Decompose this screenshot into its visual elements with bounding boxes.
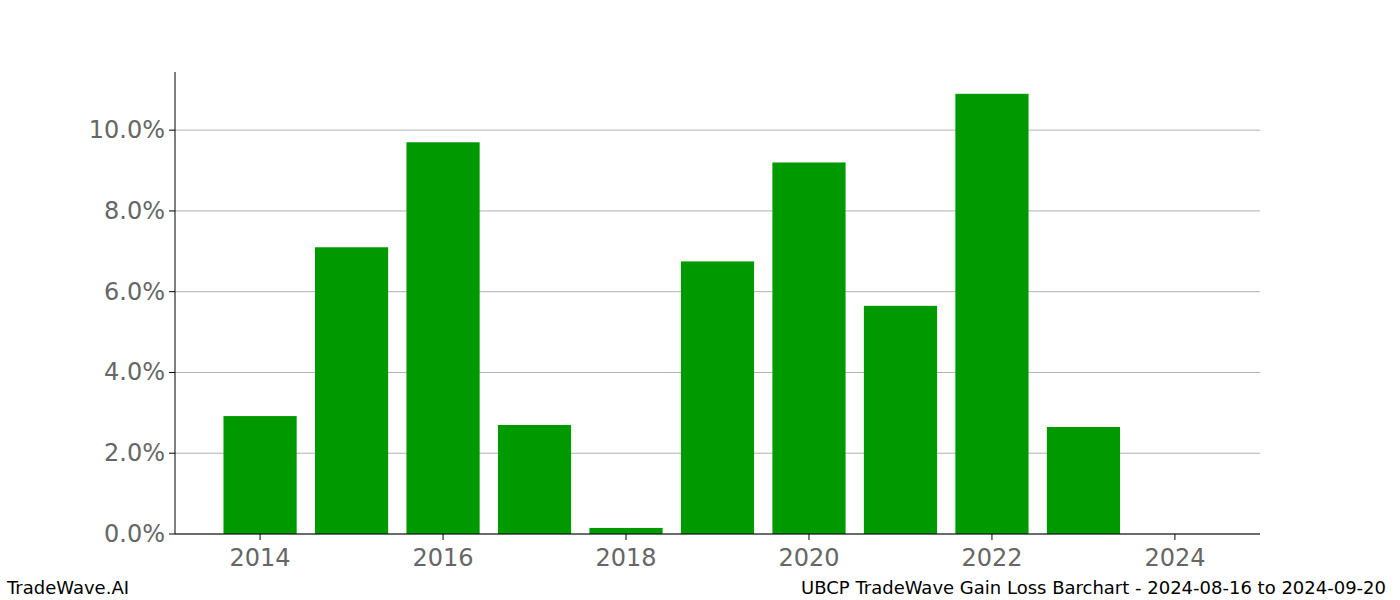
chart: 0.0% 2.0% 4.0% 6.0% 8.0% 10.0% 2014 2016 2018 202… <box>0 0 1400 600</box>
y-tick-label: 0.0% <box>104 520 165 548</box>
x-axis <box>175 534 1260 535</box>
annotation: TradeWave.AI <box>6 577 129 598</box>
y-tick <box>169 372 175 373</box>
x-tick-label: 2016 <box>413 544 474 572</box>
y-tick <box>169 453 175 454</box>
x-tick <box>626 534 627 540</box>
bar <box>223 416 296 534</box>
y-tick-label: 2.0% <box>104 439 165 467</box>
bar <box>864 306 937 534</box>
x-tick-label: 2024 <box>1144 544 1205 572</box>
bar <box>1047 427 1120 534</box>
grid-line <box>175 130 1260 131</box>
x-tick-label: 2020 <box>778 544 839 572</box>
y-tick <box>169 291 175 292</box>
x-tick-label: 2018 <box>595 544 656 572</box>
x-tick <box>260 534 261 540</box>
x-tick <box>808 534 809 540</box>
bar <box>772 162 845 534</box>
x-tick <box>991 534 992 540</box>
grid-line <box>175 534 1260 535</box>
bar <box>681 261 754 534</box>
x-tick-label: 2022 <box>961 544 1022 572</box>
bars <box>223 94 1120 534</box>
bar <box>315 247 388 534</box>
y-tick-label: 4.0% <box>104 358 165 386</box>
y-tick <box>169 130 175 131</box>
y-tick <box>169 210 175 211</box>
bar <box>406 142 479 534</box>
x-tick <box>1174 534 1175 540</box>
y-tick-label: 8.0% <box>104 197 165 225</box>
grid-line <box>175 210 1260 211</box>
title: UBCP TradeWave Gain Loss Barchart - 2024… <box>801 577 1386 598</box>
bar <box>498 425 571 534</box>
bar <box>955 94 1028 534</box>
x-tick <box>443 534 444 540</box>
y-tick-label: 10.0% <box>89 116 165 144</box>
y-tick <box>169 534 175 535</box>
bar <box>589 528 662 534</box>
x-tick-label: 2014 <box>230 544 291 572</box>
y-tick-label: 6.0% <box>104 278 165 306</box>
y-axis <box>175 72 176 534</box>
